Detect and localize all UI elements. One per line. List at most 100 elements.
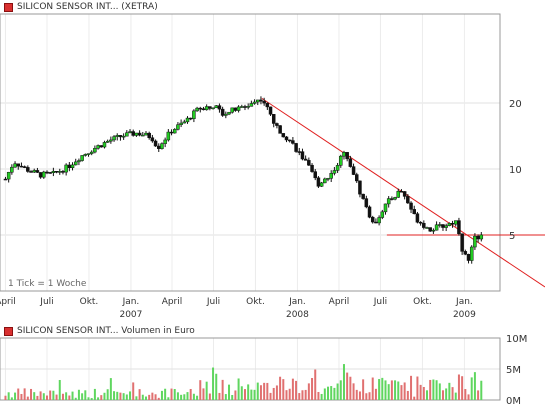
candle-body — [393, 197, 397, 200]
volume-bar — [445, 388, 448, 400]
volume-bar — [394, 380, 397, 400]
volume-tick-label: 0M — [506, 396, 521, 407]
candle-body — [157, 145, 161, 149]
volume-bar — [180, 394, 183, 400]
candle-body — [166, 131, 171, 141]
candle-body — [179, 122, 183, 125]
candle-body — [256, 99, 260, 103]
candle-body — [172, 129, 177, 134]
candle-body — [383, 203, 388, 213]
volume-bar — [457, 374, 460, 400]
candle-body — [268, 106, 273, 115]
volume-bar — [266, 382, 269, 400]
candle-body — [163, 139, 167, 144]
volume-bar — [403, 382, 406, 400]
volume-bar — [374, 388, 377, 400]
time-tick-label: Okt. — [246, 297, 265, 307]
volume-bar — [291, 378, 294, 400]
volume-bar — [336, 383, 339, 400]
year-label: 2009 — [453, 310, 476, 320]
time-tick-label: Okt. — [413, 297, 432, 307]
candle-body — [422, 222, 426, 228]
candle-body — [291, 140, 295, 144]
volume-bar — [298, 393, 301, 400]
candle-body — [399, 190, 404, 193]
volume-bar — [390, 380, 393, 400]
volume-bar — [231, 395, 234, 400]
candle-body — [409, 202, 413, 210]
candle-body — [230, 107, 234, 113]
candle-body — [326, 178, 330, 180]
candle-body — [58, 171, 62, 173]
volume-bar — [122, 393, 125, 400]
candle-body — [361, 193, 365, 199]
candle-body — [77, 160, 81, 163]
volume-bar — [400, 385, 403, 400]
volume-bar — [49, 390, 52, 400]
candle-body — [281, 133, 286, 138]
candle-body — [141, 134, 145, 137]
candle-body — [287, 139, 292, 142]
price-grid — [0, 14, 500, 291]
volume-bar — [65, 392, 68, 400]
candle-body — [227, 111, 231, 115]
candle-body — [246, 106, 250, 108]
candle-body — [45, 171, 49, 174]
volume-bar — [14, 392, 17, 400]
volume-bar — [36, 395, 39, 400]
candle-body — [466, 254, 471, 261]
volume-bar — [84, 390, 87, 400]
candle-body — [358, 180, 362, 195]
candle-body — [224, 113, 228, 116]
volume-bar — [384, 380, 387, 400]
volume-bar — [20, 393, 23, 400]
candle-body — [153, 140, 158, 147]
candle-body — [176, 124, 180, 130]
volume-bar — [320, 393, 323, 400]
time-tick-label: Jan. — [122, 297, 140, 307]
time-tick-label: April — [0, 297, 16, 307]
volume-bar — [285, 390, 288, 400]
volume-bar — [30, 388, 33, 400]
price-tick-label: 10 — [509, 165, 522, 176]
volume-bar — [378, 379, 381, 400]
candle-body — [6, 171, 11, 180]
candle-body — [323, 178, 327, 184]
candle-body — [147, 132, 151, 138]
volume-bar — [138, 389, 141, 400]
candle-body — [310, 164, 314, 172]
volume-bar — [323, 388, 326, 400]
volume-bar — [451, 387, 454, 400]
candle-body — [35, 170, 40, 173]
candle-body — [271, 114, 276, 124]
candle-body — [96, 145, 100, 149]
time-tick-label: April — [329, 297, 350, 307]
volume-bar — [199, 380, 202, 400]
candle-body — [370, 216, 375, 223]
candle-body — [102, 142, 107, 148]
volume-bar — [314, 369, 317, 400]
candle-body — [329, 173, 333, 179]
candle-body — [463, 251, 468, 255]
volume-bar — [295, 380, 298, 400]
candle-body — [64, 164, 68, 173]
volume-bar — [208, 393, 211, 400]
volume-bar — [461, 376, 464, 400]
candle-body — [284, 136, 289, 141]
volume-bar — [135, 396, 138, 400]
candle-body — [390, 198, 394, 200]
candle-body — [457, 220, 461, 235]
volume-bar — [317, 391, 320, 400]
volume-bar — [58, 379, 61, 400]
volume-bar — [173, 389, 176, 400]
volume-bar — [435, 380, 438, 400]
volume-bar — [342, 364, 345, 400]
candle-body — [319, 182, 324, 187]
candle-body — [22, 166, 27, 168]
volume-bar — [202, 388, 205, 400]
volume-bar — [240, 386, 243, 400]
candle-body — [345, 152, 349, 160]
volume-bar — [406, 390, 409, 400]
volume-bar — [144, 396, 147, 400]
candle-body — [447, 223, 452, 226]
